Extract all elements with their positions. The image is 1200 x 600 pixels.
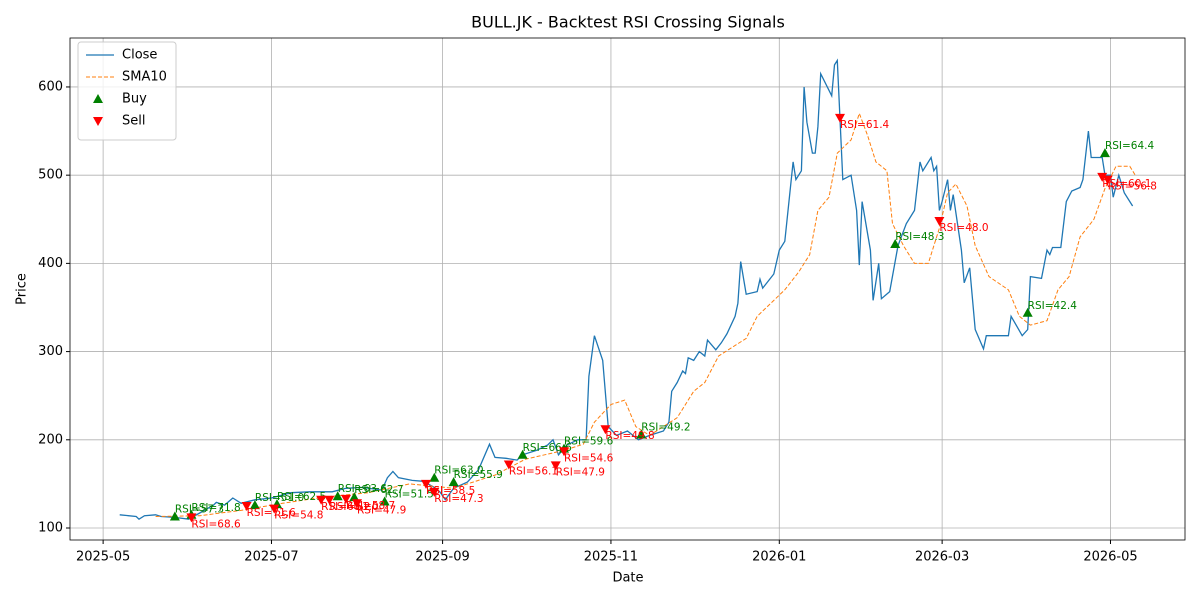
x-tick-label: 2025-09 <box>415 550 469 565</box>
signal-label: RSI=47.9 <box>357 504 406 516</box>
sell-marker <box>600 425 611 435</box>
line-close <box>119 58 1134 521</box>
sell-marker <box>352 499 363 509</box>
buy-marker <box>249 500 260 510</box>
signal-label: RSI=54.8 <box>274 510 323 522</box>
sell-marker <box>1097 172 1108 182</box>
signal-label: RSI=62.5 <box>277 491 326 503</box>
sell-marker <box>186 513 197 523</box>
signal-label: RSI=62.7 <box>354 484 403 496</box>
legend-label: Buy <box>122 92 147 107</box>
signal-label: RSI=47.3 <box>434 493 483 505</box>
signal-label: RSI=51.0 <box>255 492 304 504</box>
sell-marker <box>934 217 945 227</box>
signal-label: RSI=63.6 <box>338 483 388 495</box>
signal-label: RSI=68.6 <box>191 518 241 530</box>
sell-marker <box>503 460 514 470</box>
signal-label: RSI=66.6 <box>523 442 573 454</box>
x-axis-label: Date <box>612 571 643 586</box>
y-tick-label: 400 <box>38 256 63 271</box>
plot-frame <box>69 37 1186 541</box>
sell-marker <box>1102 175 1113 185</box>
sell-marker <box>324 495 335 505</box>
signal-label: RSI=56.1 <box>509 465 558 477</box>
y-tick-label: 100 <box>38 521 63 536</box>
buy-marker <box>890 238 901 248</box>
buy-marker <box>169 511 180 521</box>
chart-title: BULL.JK - Backtest RSI Crossing Signals <box>471 13 785 32</box>
buy-marker <box>1099 148 1110 158</box>
x-tick-label: 2025-05 <box>76 550 130 565</box>
signal-label: RSI=55.9 <box>454 469 503 481</box>
buy-marker <box>636 429 647 439</box>
sell-marker <box>316 495 327 505</box>
signal-label: RSI=48.0 <box>939 222 988 234</box>
y-tick-label: 200 <box>38 432 63 447</box>
signal-label: RSI=51.5 <box>385 489 434 501</box>
sell-marker <box>550 461 561 471</box>
legend-swatch <box>93 94 103 103</box>
line-sma10 <box>155 111 1136 517</box>
sell-marker <box>269 504 280 514</box>
y-tick-label: 600 <box>38 79 63 94</box>
legend-swatch <box>93 117 103 126</box>
legend-label: Close <box>122 48 157 63</box>
x-tick-label: 2026-01 <box>752 550 806 565</box>
buy-marker <box>429 472 440 482</box>
signal-label: RSI=71.8 <box>191 502 240 514</box>
signal-label: RSI=47.9 <box>556 466 605 478</box>
sell-marker <box>429 487 440 497</box>
buy-marker <box>349 492 360 502</box>
x-tick-label: 2026-03 <box>915 550 969 565</box>
legend-label: Sell <box>122 114 145 129</box>
buy-marker <box>379 496 390 506</box>
signal-label: RSI=60.1 <box>1102 178 1151 190</box>
sell-marker <box>241 501 252 511</box>
buy-marker <box>517 449 528 459</box>
y-tick-label: 500 <box>38 168 63 183</box>
sell-marker <box>340 494 351 504</box>
signal-label: RSI=57.3 <box>175 504 224 516</box>
buy-marker <box>1022 307 1033 317</box>
legend-label: SMA10 <box>122 70 167 85</box>
sell-marker <box>559 447 570 457</box>
signal-label: RSI=64.4 <box>1105 140 1155 152</box>
signal-label: RSI=49.8 <box>605 430 654 442</box>
signal-label: RSI=71.6 <box>247 507 297 519</box>
x-tick-label: 2025-11 <box>584 550 638 565</box>
signal-label: RSI=61.0 <box>329 501 378 513</box>
signal-label: RSI=54.6 <box>564 452 614 464</box>
signal-label: RSI=42.4 <box>1028 300 1078 312</box>
signal-label: RSI=49.2 <box>641 422 690 434</box>
sell-marker <box>835 113 846 123</box>
x-tick-label: 2025-07 <box>244 550 298 565</box>
signal-label: RSI=56.8 <box>1108 181 1157 193</box>
buy-marker <box>332 491 343 501</box>
signal-label: RSI=59.6 <box>564 436 614 448</box>
legend-box <box>77 41 177 141</box>
signal-label: RSI=48.3 <box>895 231 944 243</box>
signal-label: RSI=61.4 <box>840 119 890 131</box>
x-tick-label: 2026-05 <box>1083 550 1137 565</box>
sell-marker <box>421 479 432 489</box>
signal-label: RSI=63.0 <box>434 465 483 477</box>
buy-marker <box>448 477 459 487</box>
y-tick-label: 300 <box>38 344 63 359</box>
y-axis-label: Price <box>15 273 30 305</box>
